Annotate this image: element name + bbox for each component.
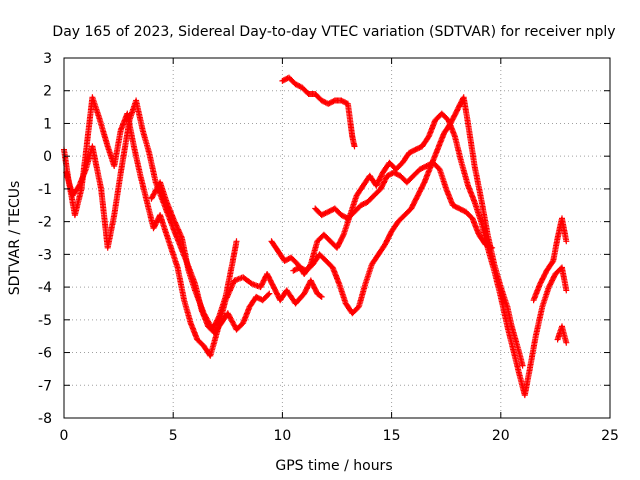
- data-point-markers: [61, 94, 325, 359]
- data-point-markers: [63, 97, 273, 336]
- x-tick-label: 20: [492, 428, 510, 444]
- tick-layer: [63, 57, 611, 419]
- y-tick-label: -8: [38, 411, 52, 427]
- y-tick-label: -4: [38, 280, 52, 296]
- series-track: [554, 323, 570, 346]
- y-tick-label: -3: [38, 247, 52, 263]
- y-tick-label: -2: [38, 215, 52, 231]
- grid-layer: [64, 58, 610, 418]
- series-track: [268, 110, 570, 399]
- plot-frame: [63, 57, 611, 419]
- y-tick-label: 3: [43, 51, 52, 67]
- y-tick-label: 1: [43, 116, 52, 132]
- x-axis-label: GPS time / hours: [275, 458, 392, 474]
- x-tick-label: 25: [601, 428, 619, 444]
- data-point-markers: [148, 179, 240, 333]
- y-tick-label: -7: [38, 378, 52, 394]
- data-point-markers: [312, 159, 496, 251]
- data-point-markers: [290, 94, 526, 369]
- y-axis-label: SDTVAR / TECUs: [7, 181, 23, 296]
- series-track: [290, 94, 526, 369]
- x-tick-label: 0: [60, 428, 69, 444]
- y-tick-label: 2: [43, 84, 52, 100]
- chart-title: Day 165 of 2023, Sidereal Day-to-day VTE…: [52, 24, 615, 40]
- y-tick-label: -1: [38, 182, 52, 198]
- series-track: [279, 74, 358, 150]
- y-tick-label: -5: [38, 313, 52, 329]
- series-track: [148, 179, 240, 333]
- series-track: [61, 94, 325, 359]
- data-point-markers: [268, 110, 570, 399]
- data-point-markers: [554, 323, 570, 346]
- y-tick-label: 0: [43, 149, 52, 165]
- series-track: [530, 215, 570, 304]
- series-track: [63, 97, 273, 336]
- x-tick-label: 5: [169, 428, 178, 444]
- x-tick-label: 15: [383, 428, 401, 444]
- data-layer: [61, 74, 570, 399]
- y-tick-label: -6: [38, 346, 52, 362]
- data-point-markers: [530, 215, 570, 304]
- x-tick-label: 10: [273, 428, 291, 444]
- series-track: [312, 159, 496, 251]
- data-point-markers: [279, 74, 358, 150]
